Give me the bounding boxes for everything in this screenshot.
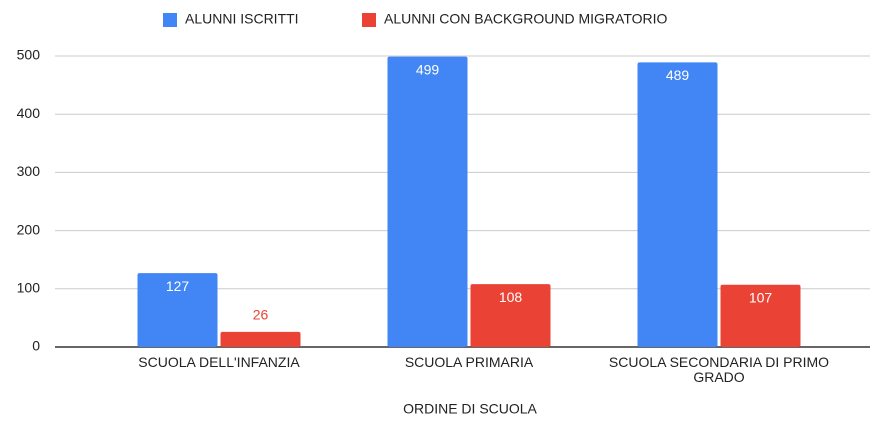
- bar: [720, 284, 801, 347]
- y-tick-label: 300: [17, 163, 41, 179]
- x-tick-label: SCUOLA DELL'INFANZIA: [138, 354, 300, 370]
- legend-label: ALUNNI ISCRITTI: [185, 11, 299, 27]
- data-label: 499: [416, 61, 440, 77]
- y-tick-label: 400: [17, 105, 41, 121]
- legend-label: ALUNNI CON BACKGROUND MIGRATORIO: [384, 11, 668, 27]
- x-tick-label: SCUOLA SECONDARIA DI PRIMO GRADO: [608, 354, 830, 385]
- bar: [220, 331, 301, 347]
- y-tick-label: 500: [17, 47, 41, 63]
- x-axis-title: ORDINE DI SCUOLA: [403, 401, 537, 417]
- bar: [637, 62, 718, 347]
- bar: [387, 56, 468, 347]
- legend-swatch: [362, 13, 376, 27]
- bar: [137, 273, 218, 347]
- data-label: 26: [253, 307, 269, 323]
- data-label: 489: [666, 67, 690, 83]
- legend-swatch: [163, 13, 177, 27]
- data-label: 108: [499, 289, 523, 305]
- x-tick-label: SCUOLA PRIMARIA: [404, 354, 534, 370]
- y-tick-label: 100: [17, 280, 41, 296]
- y-tick-label: 200: [17, 221, 41, 237]
- data-label: 127: [166, 278, 190, 294]
- data-label: 107: [749, 289, 773, 305]
- y-tick-label: 0: [32, 338, 40, 354]
- bar: [470, 284, 551, 347]
